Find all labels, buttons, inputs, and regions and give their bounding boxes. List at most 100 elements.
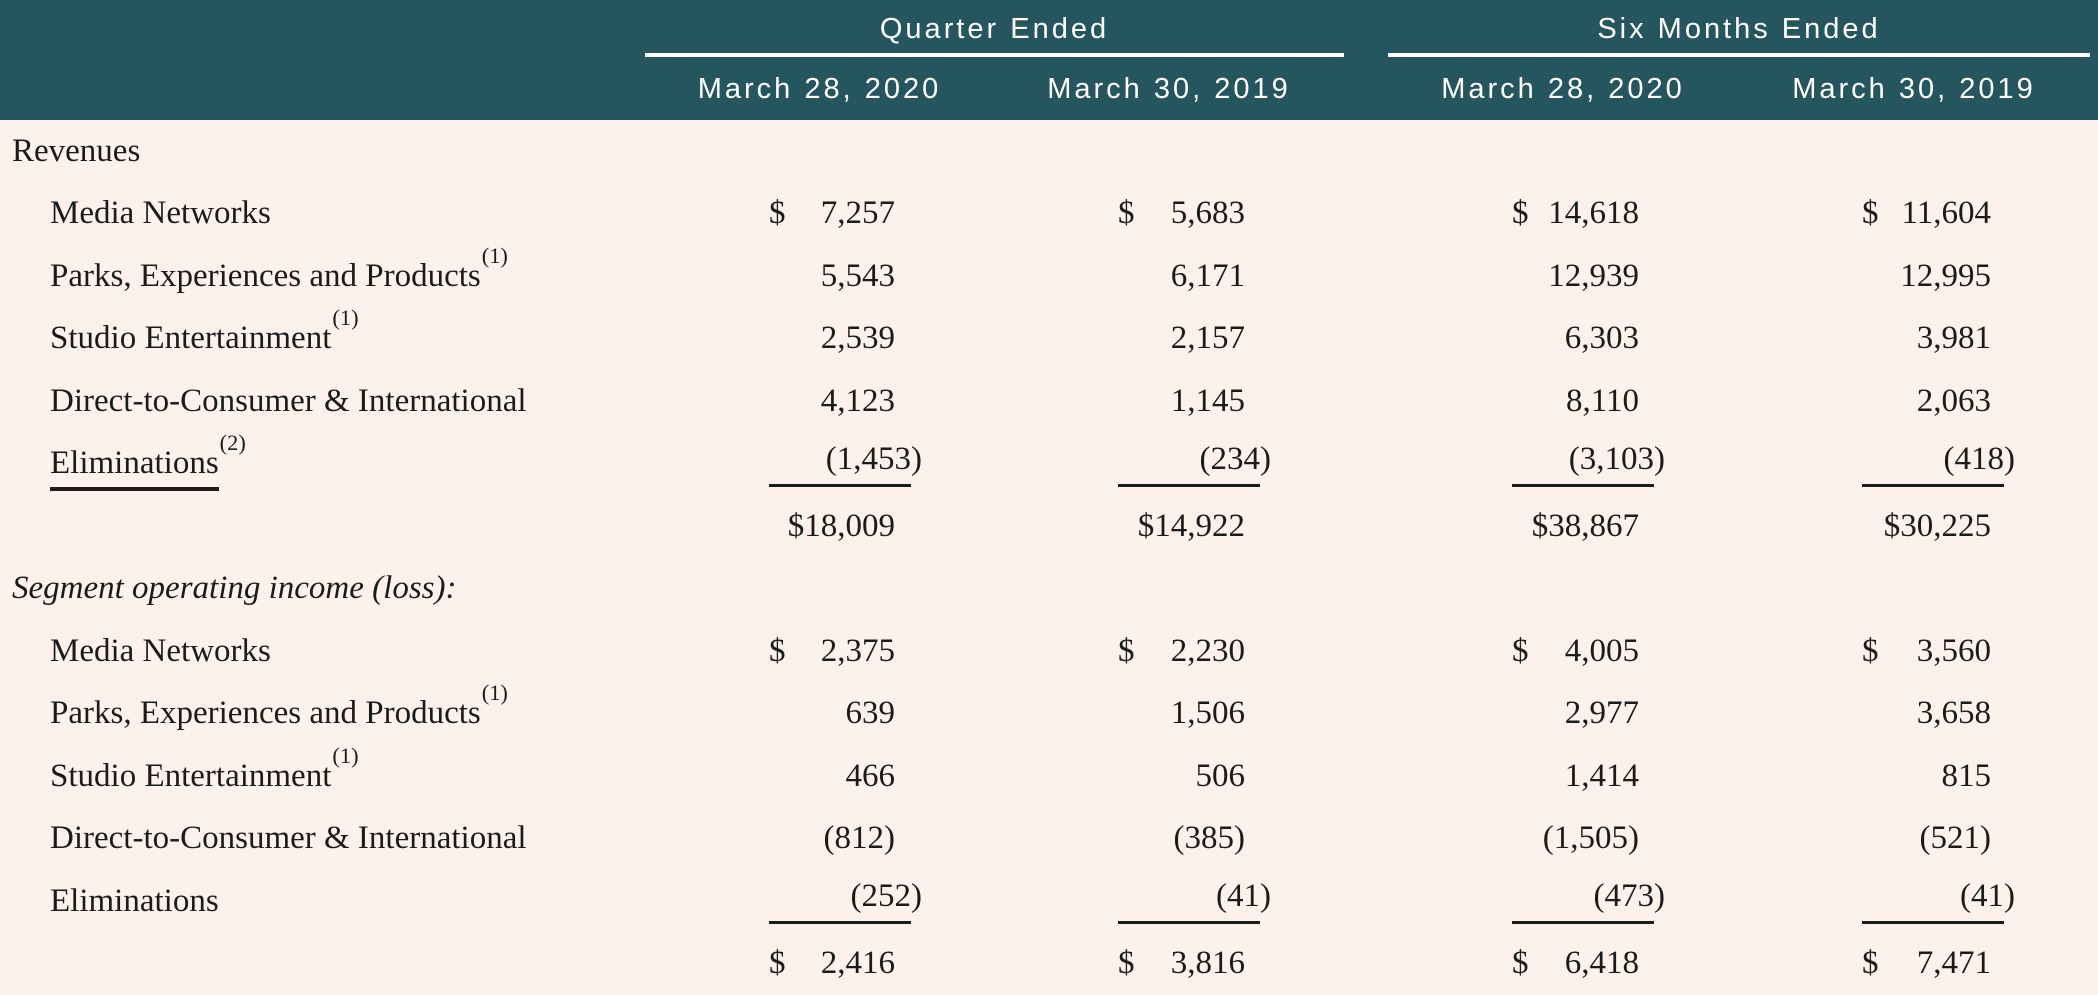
dollar-sign: $	[1862, 195, 1879, 232]
value: 5,543	[820, 257, 895, 294]
dollar-sign: $	[1862, 632, 1879, 669]
value: (521)	[1919, 820, 1991, 857]
value-cell: (473)	[1388, 878, 1738, 925]
dollar-sign: $	[769, 945, 786, 982]
value-cell: 506	[994, 758, 1344, 795]
dollar-sign: $	[1118, 632, 1135, 669]
value-cell: (1,505)	[1388, 820, 1738, 857]
value-cell: (418)	[1738, 441, 2090, 487]
value: 4,005	[1564, 632, 1639, 669]
value-cell: (234)	[994, 441, 1344, 487]
value: 639	[845, 695, 896, 732]
row-label: Parks, Experiences and Products(1)	[0, 681, 645, 732]
value: 3,560	[1916, 632, 1991, 669]
value-cell: 3,658	[1738, 695, 2090, 732]
column-group-six-months-ended: Six Months Ended	[1388, 0, 2090, 57]
value-cell: 2,157	[994, 320, 1344, 357]
table-row-item: Parks, Experiences and Products(1) 639 1,5…	[0, 681, 2098, 746]
value: (812)	[823, 820, 895, 857]
footnote-marker: (2)	[219, 430, 246, 456]
value: 7,257	[820, 195, 895, 232]
value: 1,506	[1170, 695, 1245, 732]
dollar-sign: $	[1512, 945, 1529, 982]
footnote-marker: (1)	[481, 242, 508, 268]
value-cell: 12,939	[1388, 258, 1738, 295]
value-cell: $3,816	[994, 945, 1344, 982]
row-label-text: Direct-to-Consumer & International	[50, 820, 527, 857]
column-header-date: March 30, 2019	[1792, 73, 2036, 105]
footnote-marker: (1)	[332, 742, 359, 768]
value: 1,414	[1564, 757, 1639, 794]
row-label: Studio Entertainment(1)	[0, 306, 645, 357]
value-cell: 12,995	[1738, 258, 2090, 295]
value-cell: 1,145	[994, 383, 1344, 420]
value-cell: $5,683	[994, 195, 1344, 232]
value-cell: $38,867	[1388, 508, 1738, 545]
value: 506	[1195, 757, 1246, 794]
value: 2,230	[1170, 632, 1245, 669]
row-label: Direct-to-Consumer & International	[0, 820, 645, 857]
underlined-value: (234	[1118, 441, 1260, 487]
value: 1,145	[1170, 382, 1245, 419]
value: 2,539	[820, 320, 895, 357]
value-cell: $14,618	[1388, 195, 1738, 232]
value-cell: 6,171	[994, 258, 1344, 295]
row-label: Media Networks	[0, 195, 645, 232]
row-label: Revenues	[0, 133, 645, 170]
value: 14,618	[1548, 195, 1639, 232]
value: 6,171	[1170, 257, 1245, 294]
value: 815	[1941, 757, 1992, 794]
group-label: Six Months Ended	[1597, 13, 1881, 45]
row-label-text: Media Networks	[50, 632, 271, 669]
value: $14,922	[1137, 507, 1245, 544]
value: 12,939	[1548, 257, 1639, 294]
value: 3,981	[1916, 320, 1991, 357]
value-cell: 639	[645, 695, 994, 732]
row-label-text: Direct-to-Consumer & International	[50, 382, 527, 419]
value: (41)	[1118, 878, 1271, 925]
value: 2,063	[1916, 382, 1991, 419]
footnote-marker: (1)	[332, 305, 359, 331]
value: 4,123	[820, 382, 895, 419]
value: 6,303	[1564, 320, 1639, 357]
table-header: Quarter Ended Six Months Ended March 28,…	[0, 0, 2098, 120]
value-cell: $2,416	[645, 945, 994, 982]
value-cell: $2,230	[994, 633, 1344, 670]
row-label-text: Revenues	[12, 132, 141, 169]
value: 3,658	[1916, 695, 1991, 732]
value-cell: (812)	[645, 820, 994, 857]
value-cell: (385)	[994, 820, 1344, 857]
row-label: Direct-to-Consumer & International	[0, 383, 645, 420]
value: (3,103)	[1512, 441, 1665, 487]
value-cell: (41)	[994, 878, 1344, 925]
value: 6,418	[1564, 945, 1639, 982]
value: 466	[845, 757, 896, 794]
value: 7,471	[1916, 945, 1991, 982]
value: (41)	[1862, 878, 2015, 925]
row-label-text: Parks, Experiences and Products	[50, 257, 481, 294]
value-cell: (252)	[645, 878, 994, 925]
row-label: Eliminations	[0, 883, 645, 920]
value: (1,453)	[769, 441, 922, 487]
value-cell: $11,604	[1738, 195, 2090, 232]
dollar-sign: $	[769, 632, 786, 669]
value-cell: $14,922	[994, 508, 1344, 545]
table-row-item: Studio Entertainment(1) 466 506 1,414 815	[0, 742, 2098, 808]
column-header-date: March 28, 2020	[697, 73, 942, 105]
value: 2,416	[820, 945, 895, 982]
dollar-sign: $	[1512, 632, 1529, 669]
value-cell: 815	[1738, 758, 2090, 795]
value-cell: 4,123	[645, 383, 994, 420]
value: 2,157	[1170, 320, 1245, 357]
value-cell: 1,506	[994, 695, 1344, 732]
row-label: Media Networks	[0, 633, 645, 670]
value-cell: (1,453)	[645, 441, 994, 487]
group-label: Quarter Ended	[879, 13, 1110, 45]
value: 5,683	[1170, 195, 1245, 232]
value-cell: $7,257	[645, 195, 994, 232]
table-body: Revenues Media Networks $7,257 $5,683 $14,61…	[0, 120, 2098, 995]
value-cell: 5,543	[645, 258, 994, 295]
table-row-section: Revenues	[0, 120, 2098, 183]
value: 2,977	[1564, 695, 1639, 732]
value-cell: 6,303	[1388, 320, 1738, 357]
